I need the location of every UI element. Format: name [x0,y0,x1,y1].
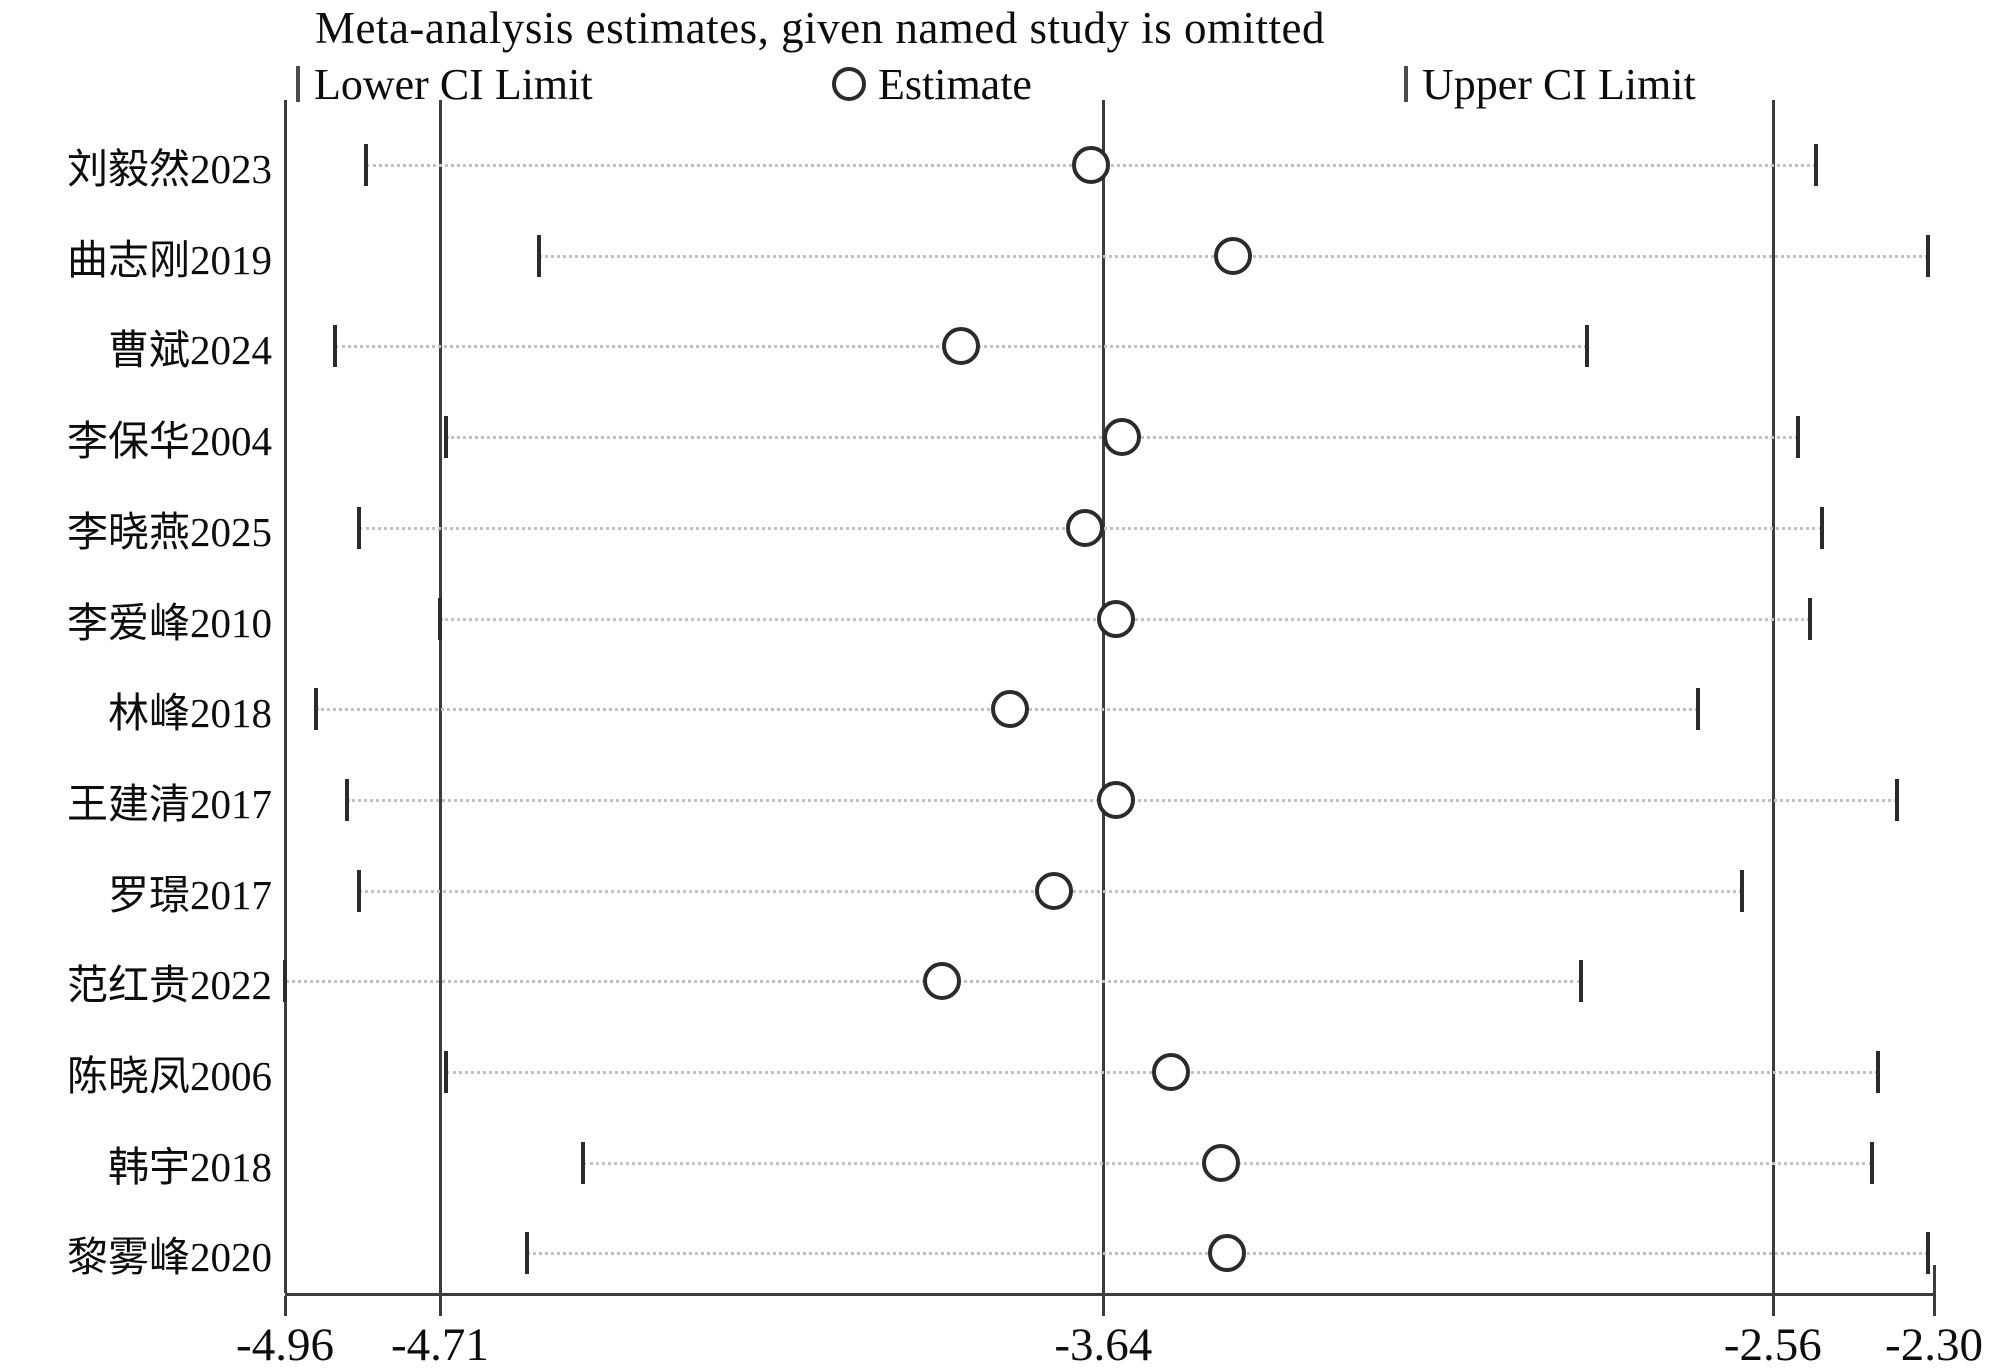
x-axis-tick [1933,1296,1936,1316]
legend-label: Upper CI Limit [1422,59,1696,109]
estimate-marker [941,327,980,366]
estimate-marker [1065,508,1104,547]
estimate-marker [1214,236,1253,275]
lower-ci-tick-icon [296,66,300,102]
x-axis-tick [284,1296,287,1316]
estimate-marker [1102,418,1141,457]
x-axis-tick-label: -2.56 [1723,1319,1822,1369]
lower-ci-tick [444,1051,449,1093]
lower-ci-tick [332,325,337,368]
estimate-marker [1071,146,1110,184]
upper-ci-tick [1808,597,1812,640]
reference-line [1771,100,1775,1293]
x-axis-tick-label: -3.64 [1054,1319,1153,1369]
lower-ci-tick [313,688,318,731]
estimate-marker [1208,1234,1247,1273]
axis-max-corner-line [1933,1265,1936,1293]
lower-ci-tick [363,144,368,186]
reference-line [438,100,442,1293]
x-axis-line [285,1293,1936,1296]
lower-ci-tick [357,869,362,912]
legend-item-estimate: Estimate [832,58,1032,110]
x-axis-tick-label: -2.30 [1885,1319,1983,1369]
estimate-marker [1096,599,1135,638]
study-label: 李爱峰2010 [67,599,272,646]
upper-ci-tick [1584,325,1589,368]
study-label: 陈晓凤2006 [67,1053,272,1099]
upper-ci-tick-icon [1404,66,1408,102]
study-label: 王建清2017 [67,780,272,827]
upper-ci-tick [1739,869,1744,912]
upper-ci-tick [1894,778,1899,821]
study-label: 李晓燕2025 [67,508,272,555]
x-axis-tick [438,1296,442,1316]
legend-item-upper-ci: Upper CI Limit [1404,58,1696,110]
upper-ci-tick [1925,1232,1930,1275]
upper-ci-tick [1696,688,1701,731]
study-label: 黎雾峰2020 [67,1234,272,1281]
upper-ci-tick [1820,506,1825,549]
x-axis-tick-label: -4.96 [236,1319,334,1369]
study-label: 曲志刚2019 [67,236,272,283]
upper-ci-tick [1870,1141,1874,1184]
lower-ci-tick [437,597,442,640]
study-label: 范红贵2022 [67,962,272,1009]
lower-ci-tick [357,506,362,549]
lower-ci-tick [524,1232,529,1275]
chart-title: Meta-analysis estimates, given named stu… [314,3,1326,53]
lower-ci-tick [580,1141,585,1184]
study-label: 林峰2018 [108,690,272,737]
estimate-marker [1152,1053,1191,1091]
estimate-circle-icon [832,67,866,101]
lower-ci-tick [283,960,287,1003]
lower-ci-tick [537,234,542,277]
legend-item-lower-ci: Lower CI Limit [296,58,593,110]
upper-ci-tick [1795,416,1800,459]
legend-label: Estimate [878,59,1032,109]
study-label: 李保华2004 [67,418,272,465]
reference-line [1102,100,1106,1293]
study-label: 韩宇2018 [108,1143,272,1190]
upper-ci-tick [1578,960,1583,1003]
x-axis-tick [1102,1296,1106,1316]
lower-ci-tick [444,416,449,459]
upper-ci-tick [1876,1051,1881,1093]
estimate-marker [1034,871,1073,910]
legend-label: Lower CI Limit [314,59,593,109]
estimate-marker [923,962,962,1001]
lower-ci-tick [344,778,349,821]
study-label: 刘毅然2023 [67,146,272,192]
x-axis-tick-label: -4.71 [391,1319,489,1369]
y-axis-frame-line [284,100,287,1293]
estimate-marker [1096,780,1135,819]
x-axis-tick [1771,1296,1775,1316]
chart-legend: Lower CI Limit Estimate Upper CI Limit [0,58,1999,110]
study-label: 罗璟2017 [108,871,272,918]
estimate-marker [1202,1143,1241,1182]
upper-ci-tick [1814,144,1819,186]
study-label: 曹斌2024 [108,327,272,374]
upper-ci-tick [1925,234,1930,277]
estimate-marker [991,690,1030,729]
